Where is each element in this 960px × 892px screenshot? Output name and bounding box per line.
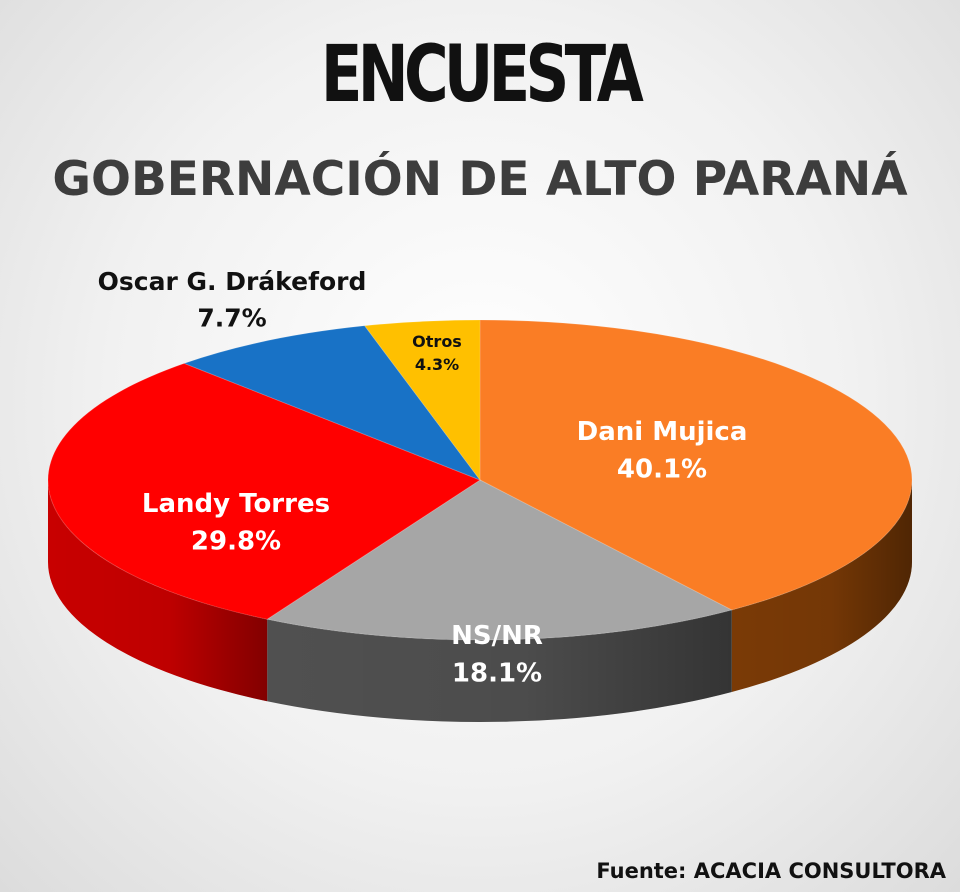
slice-label-value-3: 7.7% — [197, 303, 266, 332]
pie-tops — [47, 319, 913, 641]
pie-side-shade-0 — [731, 480, 912, 693]
slice-label-name-0: Dani Mujica — [577, 417, 748, 447]
slice-label-name-1: NS/NR — [451, 621, 543, 651]
pie-labels: Dani Mujica 40.1% NS/NR 18.1% Landy Torres 29… — [98, 267, 748, 689]
slice-label-name-3: Oscar G. Drákeford — [98, 267, 367, 296]
pie-slice-1 — [265, 479, 734, 641]
slice-label-value-4: 4.3% — [415, 355, 459, 374]
pie-slice-3 — [182, 325, 482, 482]
chart-title: ENCUESTA — [320, 30, 644, 120]
slice-label-value-2: 29.8% — [191, 527, 281, 557]
slice-label-name-4: Otros — [412, 332, 462, 351]
slice-label-name-2: Landy Torres — [142, 489, 330, 519]
pie-side-shade-1 — [267, 610, 732, 722]
pie-side-shade-2 — [48, 480, 268, 702]
chart-subtitle: GOBERNACIÓN DE ALTO PARANÁ — [52, 152, 908, 207]
pie-slice-0 — [479, 319, 913, 611]
slice-label-value-0: 40.1% — [617, 455, 707, 485]
pie-sides — [48, 480, 912, 722]
source-note: Fuente: ACACIA CONSULTORA — [596, 859, 946, 883]
pie-slice-2 — [47, 362, 482, 620]
slice-label-value-1: 18.1% — [452, 659, 542, 689]
pie-slice-4 — [363, 319, 481, 482]
